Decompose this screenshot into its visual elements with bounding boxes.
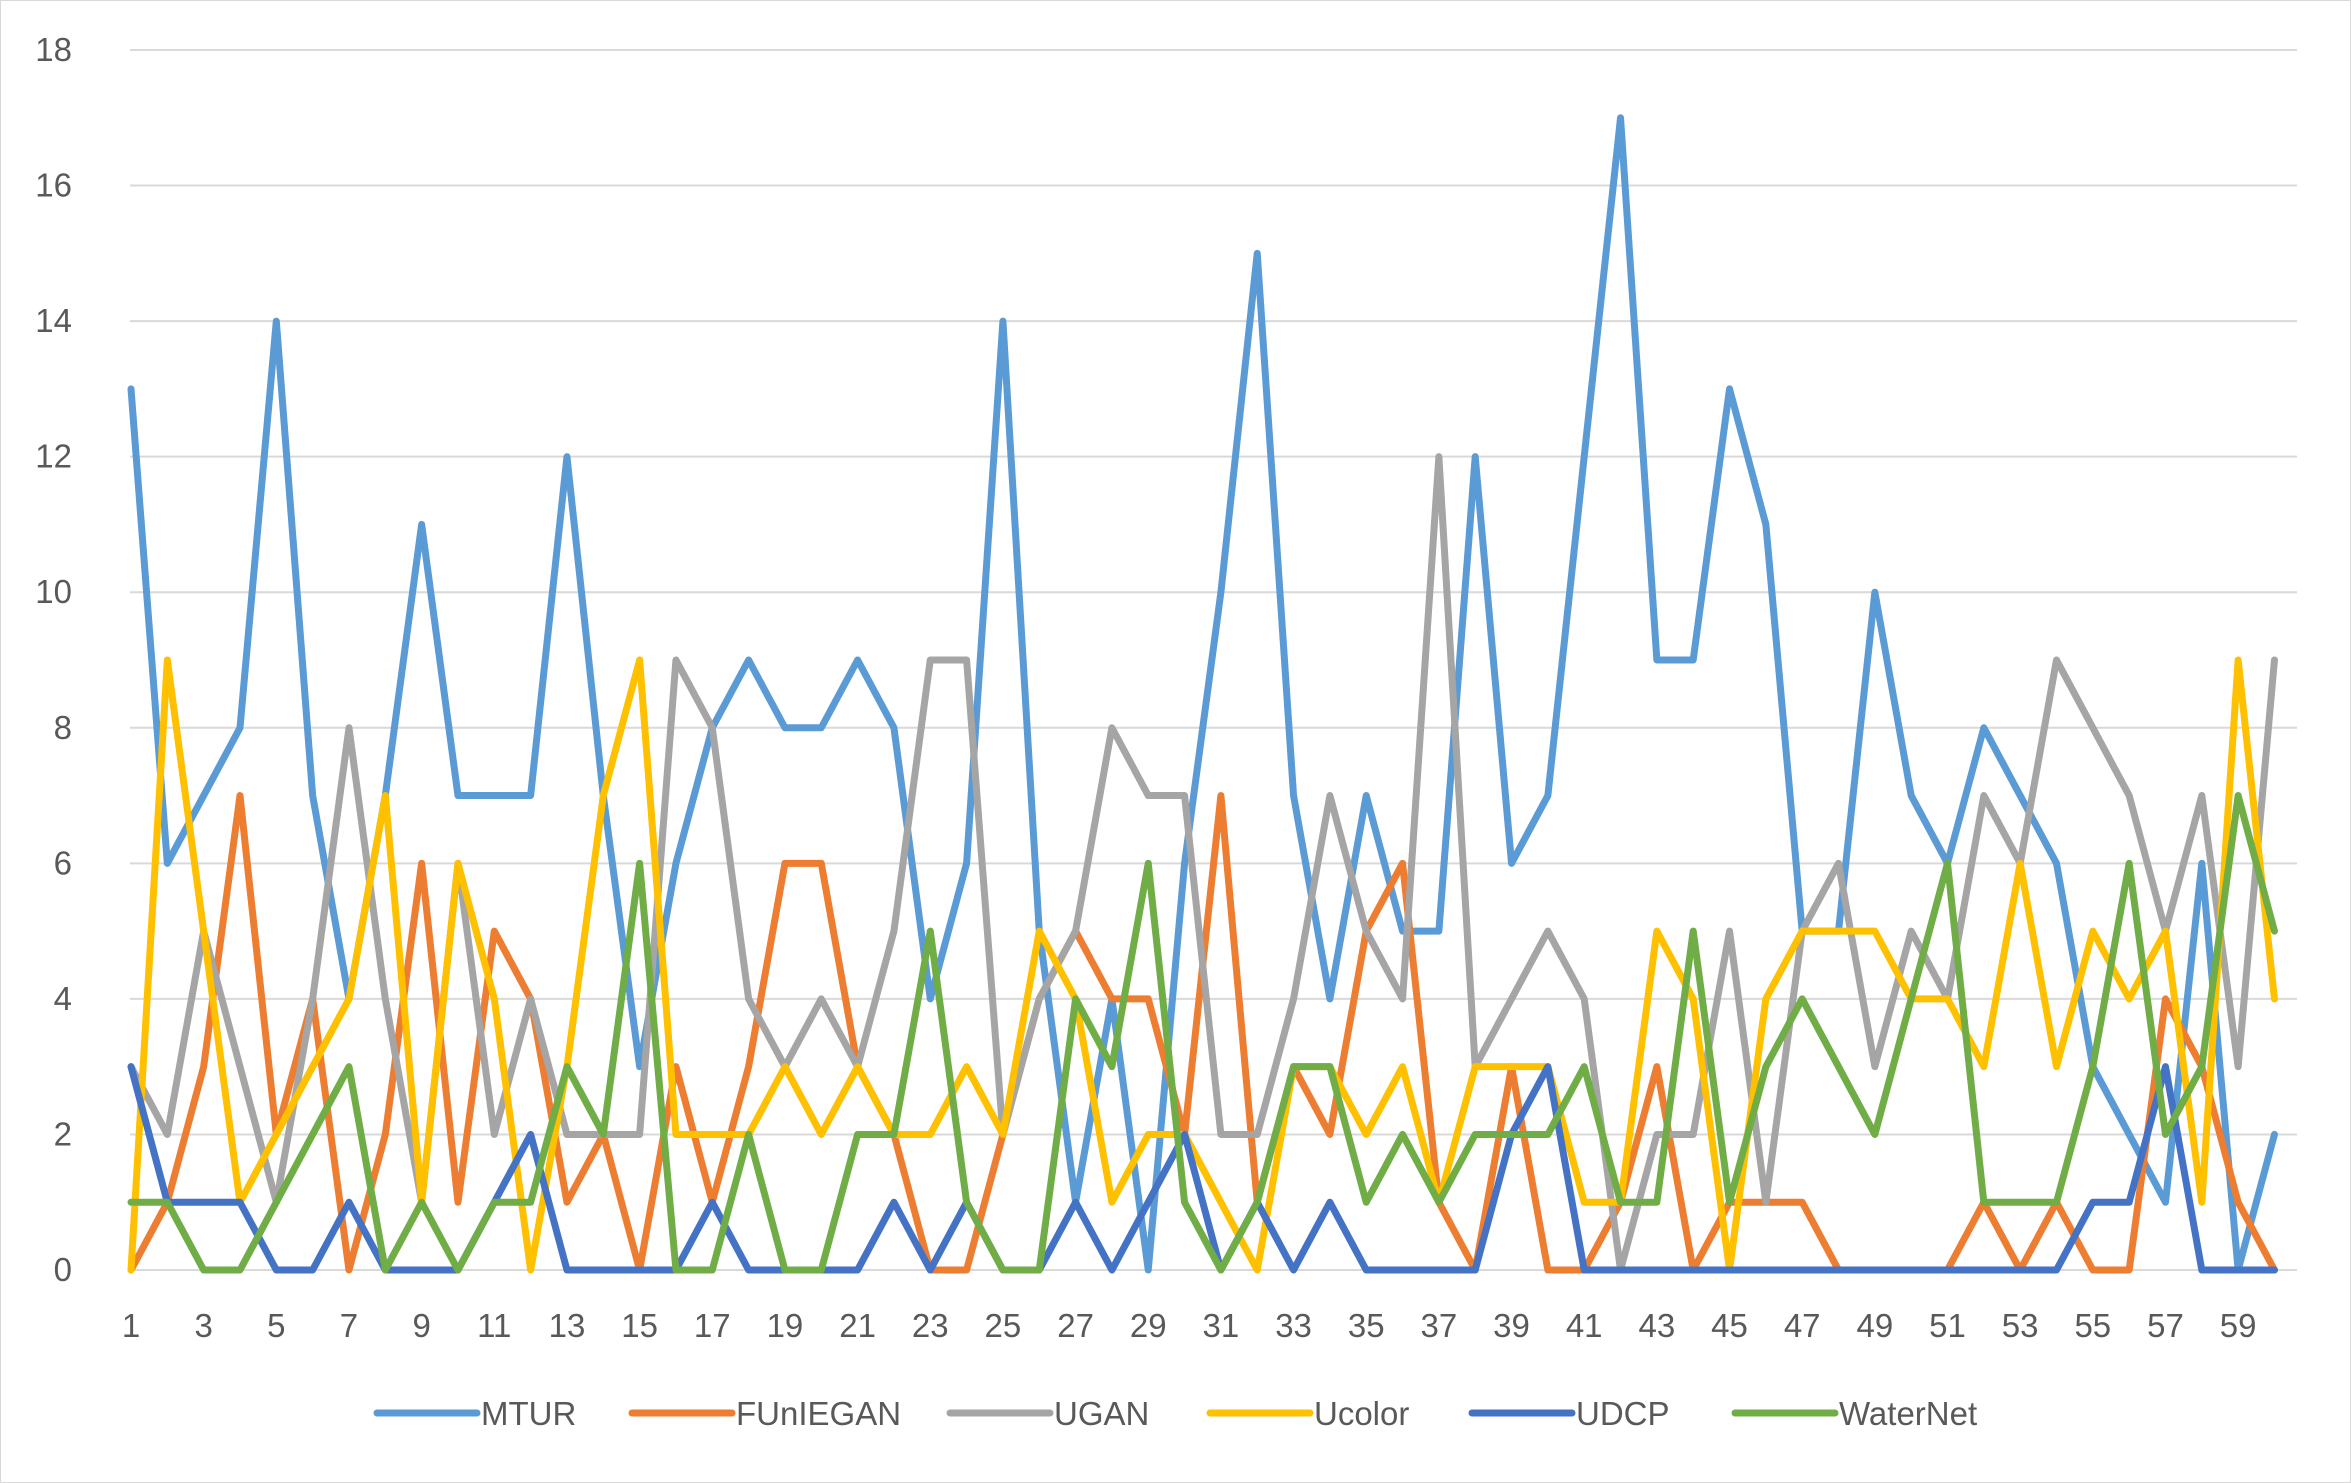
x-tick-label: 7 [340,1307,358,1344]
x-tick-label: 59 [2220,1307,2257,1344]
y-tick-label: 12 [35,438,72,475]
series-line-mtur [127,114,2278,1274]
legend-label-mtur: MTUR [481,1395,576,1432]
y-tick-label: 14 [35,302,72,339]
x-tick-label: 51 [1929,1307,1966,1344]
x-tick-label: 13 [549,1307,586,1344]
x-tick-label: 11 [477,1307,511,1344]
x-tick-label: 25 [985,1307,1022,1344]
legend-label-udcp: UDCP [1576,1395,1670,1432]
series-line-ugan [127,453,2278,1274]
legend: MTUR FUnIEGAN UGAN Ucolor UDCP WaterNet [373,1395,1977,1432]
x-tick-label: 49 [1856,1307,1893,1344]
x-tick-label: 5 [267,1307,285,1344]
x-tick-label: 17 [694,1307,731,1344]
x-tick-label: 23 [912,1307,949,1344]
x-tick-label: 33 [1275,1307,1312,1344]
x-tick-label: 57 [2147,1307,2184,1344]
x-tick-label: 3 [194,1307,212,1344]
x-tick-label: 1 [122,1307,140,1344]
legend-label-funiegan: FUnIEGAN [736,1395,901,1432]
x-tick-label: 21 [839,1307,876,1344]
y-tick-label: 10 [35,573,72,610]
y-tick-label: 6 [54,844,72,881]
y-tick-label: 4 [54,980,72,1017]
y-tick-label: 8 [54,709,72,746]
series-line-waternet [127,792,2278,1274]
series-lines [127,114,2278,1274]
legend-label-waternet: WaterNet [1839,1395,1977,1432]
series-line-ucolor [127,656,2278,1274]
x-axis-ticks: 1 3 5 7 9 11 13 15 17 19 21 23 25 27 29 31 33 35 37 39 41 43 4… [122,1307,2257,1344]
x-tick-label: 31 [1203,1307,1240,1344]
x-tick-label: 37 [1421,1307,1458,1344]
x-tick-label: 45 [1711,1307,1748,1344]
x-tick-label: 53 [2002,1307,2039,1344]
x-tick-label: 55 [2074,1307,2111,1344]
x-tick-label: 27 [1057,1307,1094,1344]
x-tick-label: 35 [1348,1307,1385,1344]
y-tick-label: 16 [35,167,72,204]
legend-label-ucolor: Ucolor [1314,1395,1409,1432]
legend-label-ugan: UGAN [1054,1395,1149,1432]
y-tick-label: 0 [54,1251,72,1288]
y-tick-label: 18 [35,31,72,68]
y-tick-label: 2 [54,1115,72,1152]
x-tick-label: 29 [1130,1307,1167,1344]
x-tick-label: 15 [621,1307,658,1344]
x-tick-label: 41 [1566,1307,1603,1344]
x-tick-label: 9 [412,1307,430,1344]
x-tick-label: 47 [1784,1307,1821,1344]
x-tick-label: 43 [1639,1307,1676,1344]
x-tick-label: 19 [767,1307,804,1344]
x-tick-label: 39 [1493,1307,1530,1344]
y-axis-ticks: 0 2 4 6 8 10 12 14 16 18 [35,31,72,1288]
